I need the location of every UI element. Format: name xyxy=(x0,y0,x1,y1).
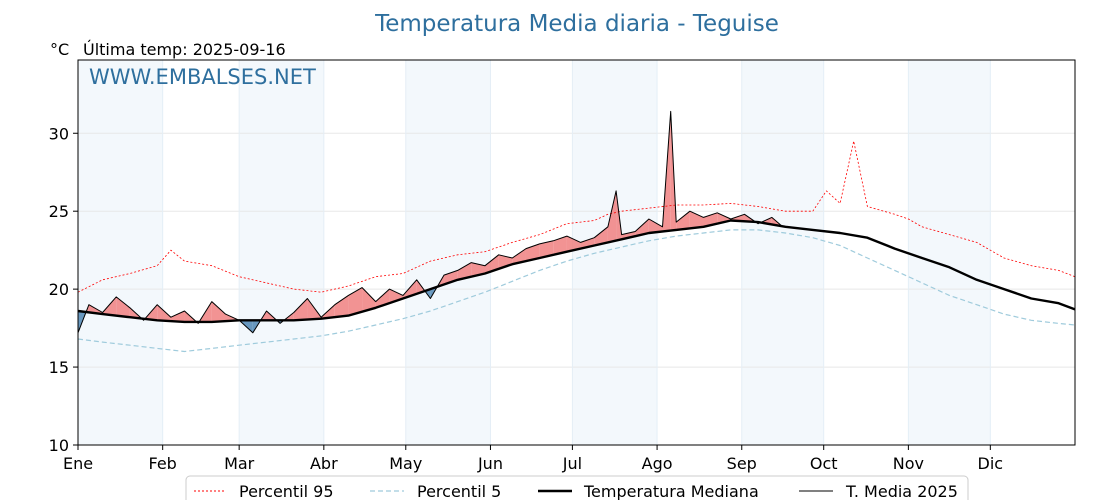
y-tick-label-10: 10 xyxy=(49,436,69,455)
legend-label-median: Temperatura Mediana xyxy=(583,482,759,500)
x-tick-label-sep: Sep xyxy=(727,454,757,473)
x-tick-label-abr: Abr xyxy=(310,454,338,473)
x-tick-label-dic: Dic xyxy=(978,454,1004,473)
y-tick-label-30: 30 xyxy=(49,124,69,143)
x-tick-label-oct: Oct xyxy=(810,454,838,473)
anomaly-fill xyxy=(594,226,608,246)
month-band-ene xyxy=(78,60,163,445)
legend: Percentil 95 Percentil 5 Temperatura Med… xyxy=(185,475,969,500)
anomaly-fill xyxy=(457,262,472,280)
chart-title: Temperatura Media diaria - Teguise xyxy=(374,11,779,37)
anomaly-fill xyxy=(676,211,690,230)
anomaly-fill xyxy=(102,296,117,316)
series-line-p95 xyxy=(77,140,1076,293)
plot-frame xyxy=(77,59,1076,446)
anomaly-fill xyxy=(635,218,649,237)
y-tick-label-25: 25 xyxy=(49,202,69,221)
anomaly-fill xyxy=(170,310,185,322)
legend-label-2025: T. Media 2025 xyxy=(845,482,958,500)
anomaly-fill xyxy=(525,243,540,262)
anomaly-fill xyxy=(566,236,581,252)
legend-box xyxy=(185,475,969,500)
x-tick-label-may: May xyxy=(389,454,422,473)
x-tick-label-ene: Ene xyxy=(63,454,93,473)
watermark: WWW.EMBALSES.NET xyxy=(89,65,316,89)
x-tick-label-jul: Jul xyxy=(562,454,582,473)
anomaly-fill xyxy=(648,218,663,234)
anomaly-fill xyxy=(334,295,349,318)
legend-label-p95: Percentil 95 xyxy=(239,482,334,500)
legend-label-p5: Percentil 5 xyxy=(417,482,501,500)
x-axis: Ene Feb Mar Abr May Jun Jul Ago Sep Oct Nov Dic xyxy=(63,445,1003,473)
series-line-p5 xyxy=(77,229,1076,353)
x-tick-label-feb: Feb xyxy=(149,454,177,473)
month-band-nov xyxy=(908,60,991,445)
series-line-median xyxy=(77,219,1076,324)
x-tick-label-jun: Jun xyxy=(477,454,503,473)
month-bands xyxy=(78,60,991,445)
month-band-sep xyxy=(741,60,824,445)
anomaly-fill xyxy=(211,301,226,322)
month-band-mar xyxy=(239,60,324,445)
anomaly-fill xyxy=(607,190,617,243)
month-band-jul xyxy=(572,60,658,445)
unit-label: °C xyxy=(50,40,69,59)
anomaly-fill xyxy=(553,236,567,255)
y-axis: 10 15 20 25 30 xyxy=(49,124,78,455)
x-tick-label-nov: Nov xyxy=(893,454,924,473)
anomaly-fill xyxy=(293,298,308,321)
series-lines xyxy=(77,110,1076,353)
anomaly-fill xyxy=(539,240,554,258)
last-temp-label: Última temp: 2025-09-16 xyxy=(83,40,286,59)
x-tick-label-mar: Mar xyxy=(224,454,255,473)
anomaly-fill xyxy=(362,287,376,312)
month-band-may xyxy=(405,60,491,445)
anomaly-fill xyxy=(348,287,363,316)
anomaly-fill xyxy=(389,289,404,304)
anomaly-fill xyxy=(444,270,458,285)
anomaly-fill xyxy=(157,304,171,322)
anomaly-fill xyxy=(498,254,513,269)
series-line-2025 xyxy=(77,110,784,334)
y-tick-label-20: 20 xyxy=(49,280,69,299)
y-tick-label-15: 15 xyxy=(49,358,69,377)
anomaly-fill xyxy=(116,296,130,318)
x-tick-label-ago: Ago xyxy=(642,454,673,473)
anomaly-fill xyxy=(689,211,704,229)
anomaly-fill xyxy=(512,248,526,265)
